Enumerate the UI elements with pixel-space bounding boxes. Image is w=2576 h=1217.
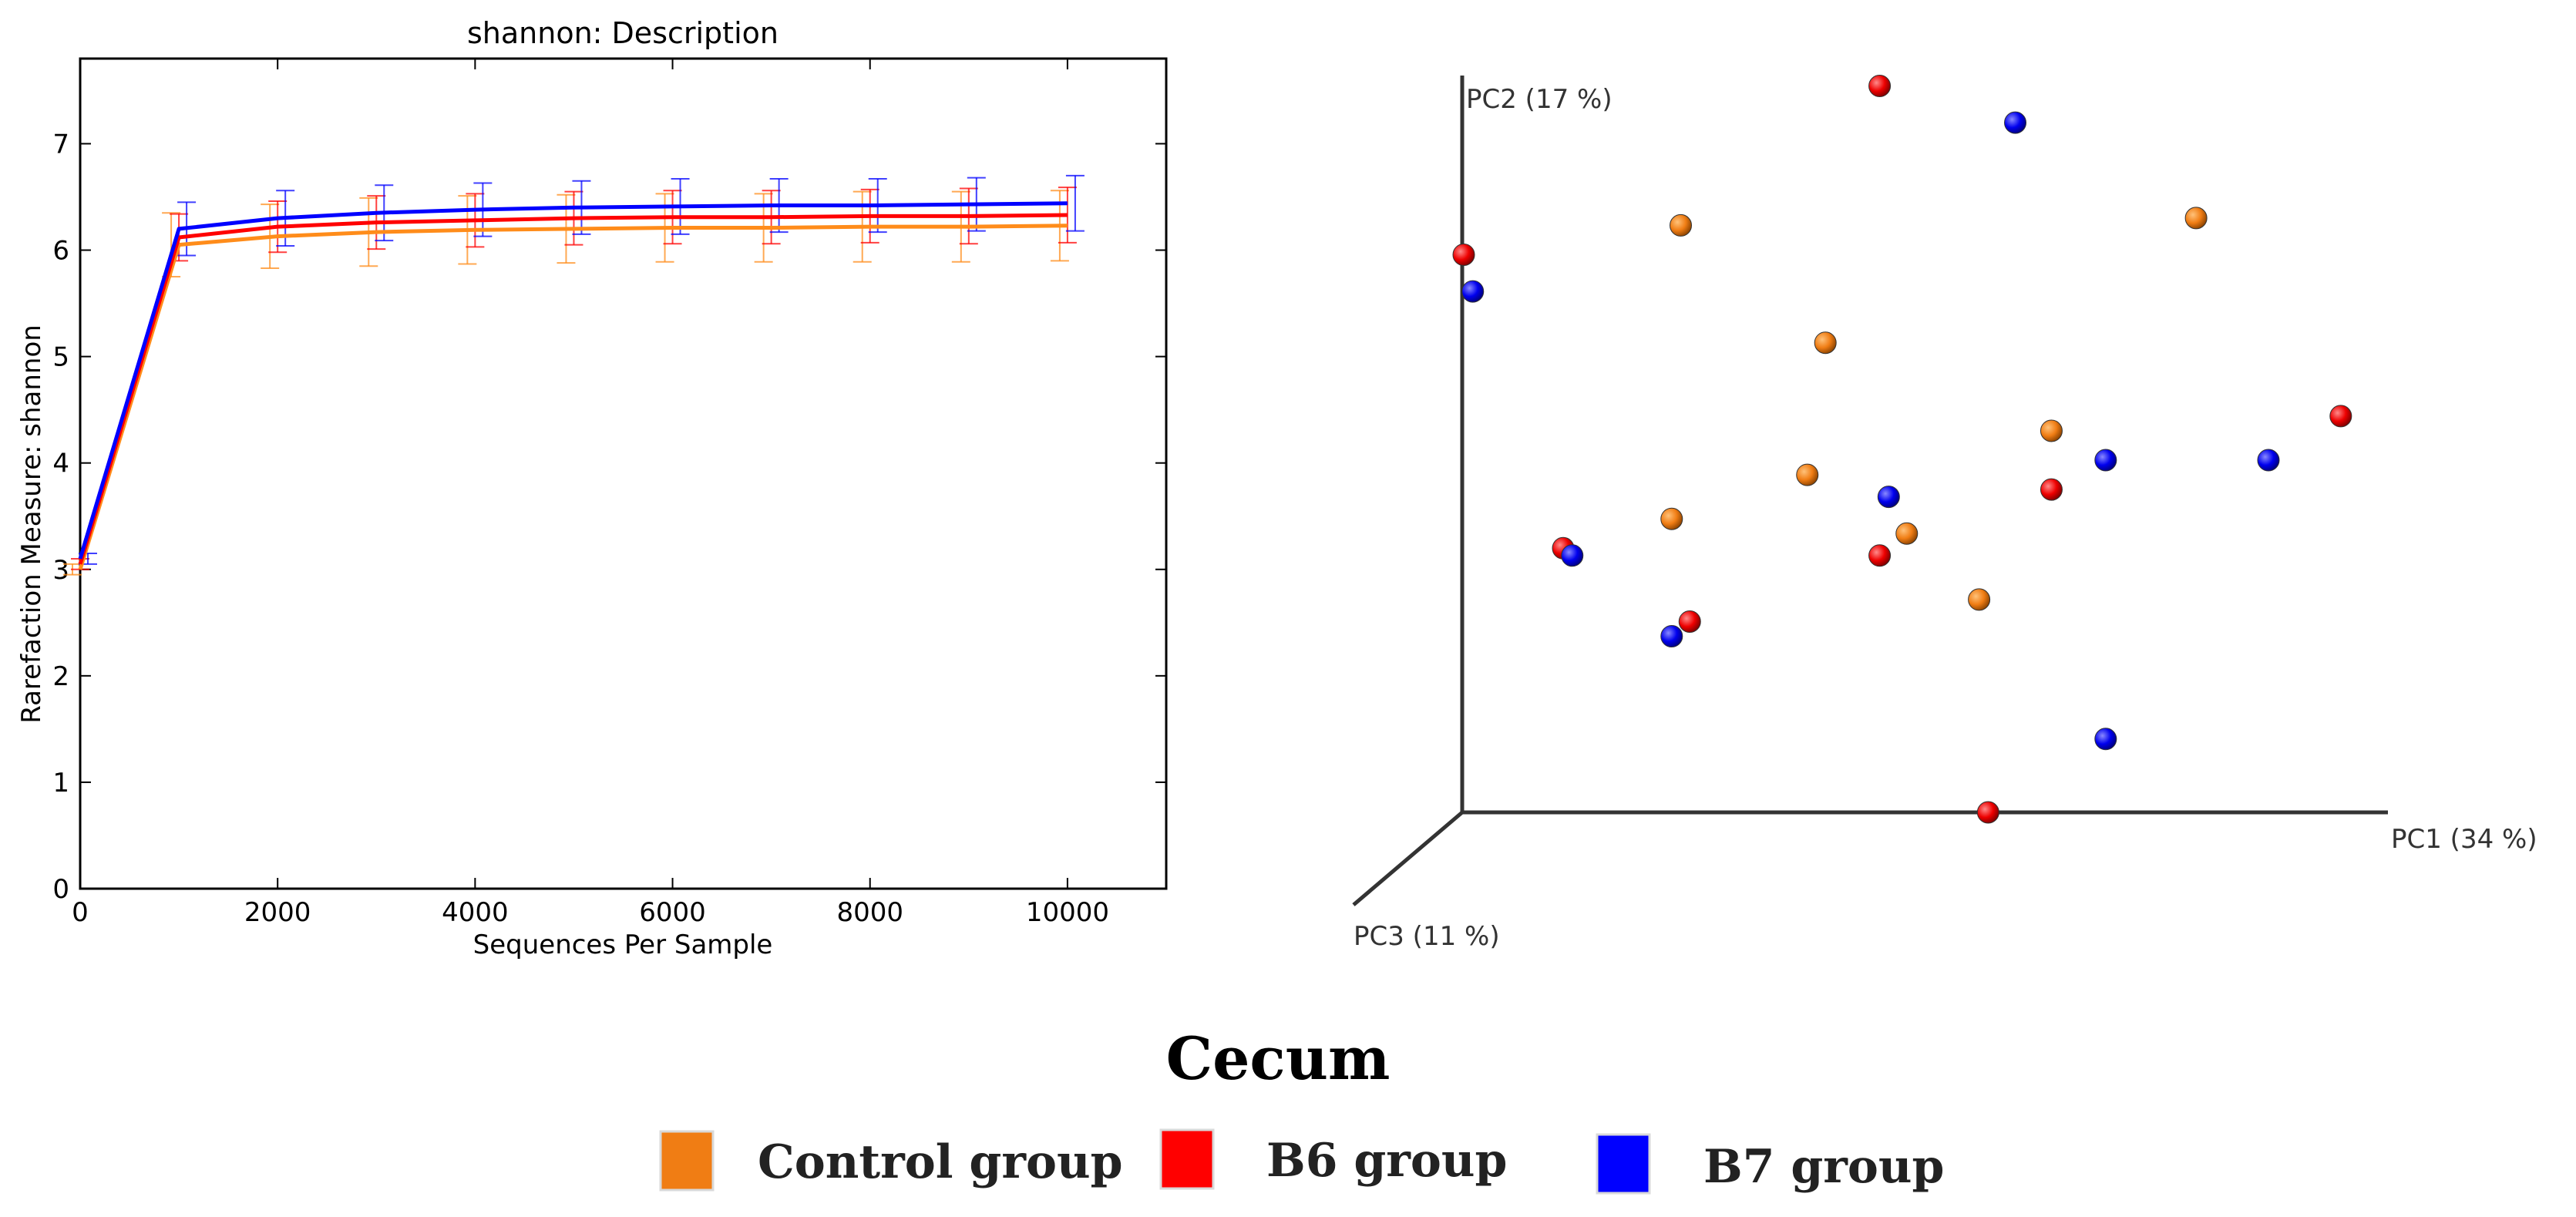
- series-line-control-group: [78, 224, 1068, 570]
- rarefaction-x-label: Sequences Per Sample: [473, 930, 773, 960]
- pcoa-point-b7-group: [1660, 625, 1683, 648]
- pcoa-point-b6-group: [1452, 243, 1475, 266]
- x-tick-label: 6000: [639, 897, 706, 928]
- x-tick-label: 10000: [1026, 897, 1109, 928]
- pc1-axis-label: PC1 (34 %): [2391, 824, 2537, 855]
- pcoa-point-control-group: [2184, 207, 2208, 230]
- pcoa-point-b7-group: [1461, 280, 1485, 303]
- pcoa-point-b6-group: [1976, 801, 1999, 824]
- pcoa-point-b6-group: [1868, 75, 1892, 98]
- series-line-b6-group: [78, 213, 1068, 565]
- pcoa-point-b7-group: [2094, 728, 2117, 751]
- y-tick-label: 3: [52, 555, 69, 586]
- pc3-axis-label: PC3 (11 %): [1354, 921, 1500, 952]
- pcoa-point-control-group: [1895, 522, 1919, 545]
- rarefaction-chart: shannon: Description 0 2000 4000 6000 8000 10…: [16, 16, 1168, 960]
- x-tick-label: 0: [72, 897, 89, 928]
- pcoa-chart: PC2 (17 %) PC1 (34 %) PC3 (11 %): [1352, 75, 2537, 952]
- pcoa-point-control-group: [1660, 507, 1683, 530]
- y-tick-label: 2: [52, 661, 69, 692]
- y-tick-label: 4: [52, 449, 69, 479]
- rarefaction-error-bars: [63, 174, 1085, 576]
- pcoa-points: [1452, 75, 2352, 824]
- rarefaction-plot-frame: [79, 57, 1168, 890]
- pcoa-point-control-group: [1796, 463, 1819, 486]
- pcoa-point-b7-group: [1561, 544, 1584, 567]
- pcoa-point-b6-group: [1678, 610, 1701, 633]
- pcoa-point-b7-group: [1877, 486, 1900, 509]
- pcoa-point-control-group: [2040, 419, 2063, 442]
- series-line-b7-group: [78, 201, 1068, 560]
- pcoa-point-b6-group: [2040, 478, 2063, 501]
- rarefaction-title: shannon: Description: [467, 16, 779, 50]
- pcoa-point-b6-group: [2329, 405, 2352, 428]
- pcoa-point-b6-group: [1868, 544, 1892, 567]
- figure-caption: Cecum: [1166, 1024, 1391, 1093]
- pcoa-point-b7-group: [2004, 111, 2027, 134]
- legend-swatch-control: [659, 1130, 715, 1192]
- pc2-axis-label: PC2 (17 %): [1466, 84, 1613, 115]
- legend: Control group B6 group B7 group: [659, 1128, 1945, 1195]
- rarefaction-lines: [78, 201, 1068, 570]
- y-tick-label: 5: [52, 342, 69, 373]
- rarefaction-y-label: Rarefaction Measure: shannon: [16, 324, 47, 724]
- x-tick-label: 8000: [836, 897, 903, 928]
- y-tick-label: 0: [52, 874, 69, 905]
- rarefaction-axes: 0 2000 4000 6000 8000 10000 0 1 2 3 4 5 6 7: [52, 57, 1168, 928]
- pcoa-point-control-group: [1670, 213, 1693, 237]
- legend-swatch-b6: [1159, 1128, 1215, 1190]
- pc3-axis-line: [1352, 811, 1464, 906]
- pcoa-point-control-group: [1814, 331, 1837, 355]
- pcoa-point-control-group: [1968, 588, 1991, 611]
- y-tick-label: 1: [52, 768, 69, 798]
- pcoa-point-b7-group: [2257, 449, 2280, 472]
- legend-label-control: Control group: [758, 1135, 1123, 1189]
- y-tick-label: 6: [52, 236, 69, 267]
- x-tick-label: 2000: [244, 897, 311, 928]
- y-tick-label: 7: [52, 129, 69, 160]
- legend-label-b6: B6 group: [1266, 1134, 1508, 1188]
- x-tick-label: 4000: [442, 897, 509, 928]
- legend-label-b7: B7 group: [1703, 1140, 1945, 1194]
- pcoa-point-b7-group: [2094, 449, 2117, 472]
- legend-swatch-b7: [1596, 1133, 1651, 1195]
